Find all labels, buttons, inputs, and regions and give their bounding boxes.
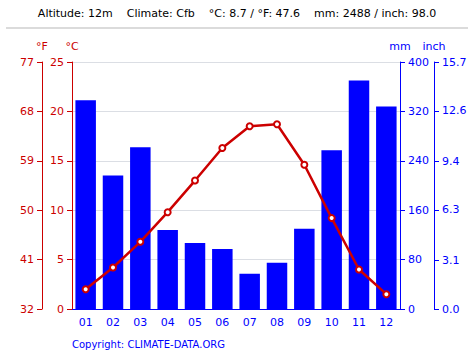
svg-text:20: 20 xyxy=(50,105,64,118)
svg-text:01: 01 xyxy=(79,316,93,329)
svg-text:10: 10 xyxy=(325,316,339,329)
svg-text:320: 320 xyxy=(408,105,429,118)
svg-text:0: 0 xyxy=(408,303,415,316)
svg-text:80: 80 xyxy=(408,253,422,266)
svg-text:50: 50 xyxy=(20,204,34,217)
svg-text:25: 25 xyxy=(50,56,64,69)
svg-text:mm: 2488 / inch: 98.0: mm: 2488 / inch: 98.0 xyxy=(314,7,436,20)
svg-text:240: 240 xyxy=(408,154,429,167)
svg-text:Climate: Cfb: Climate: Cfb xyxy=(127,7,195,20)
svg-text:12.6: 12.6 xyxy=(442,104,467,117)
svg-text:0: 0 xyxy=(57,303,64,316)
svg-text:07: 07 xyxy=(243,316,257,329)
svg-text:02: 02 xyxy=(106,316,120,329)
svg-text:77: 77 xyxy=(20,56,34,69)
svg-text:03: 03 xyxy=(133,316,147,329)
svg-text:32: 32 xyxy=(20,303,34,316)
svg-text:59: 59 xyxy=(20,154,34,167)
svg-text:°C: °C xyxy=(65,40,79,53)
svg-text:11: 11 xyxy=(352,316,366,329)
svg-text:Copyright: CLIMATE-DATA.ORG: Copyright: CLIMATE-DATA.ORG xyxy=(72,339,225,350)
svg-text:inch: inch xyxy=(422,40,445,53)
svg-text:5: 5 xyxy=(57,253,64,266)
svg-text:08: 08 xyxy=(270,316,284,329)
svg-text:12: 12 xyxy=(379,316,393,329)
svg-text:°F: °F xyxy=(36,40,48,53)
svg-text:04: 04 xyxy=(161,316,175,329)
svg-text:Altitude: 12m: Altitude: 12m xyxy=(38,7,113,20)
svg-text:6.3: 6.3 xyxy=(442,203,460,216)
svg-text:0.0: 0.0 xyxy=(442,303,460,316)
svg-text:3.1: 3.1 xyxy=(442,254,460,267)
svg-text:10: 10 xyxy=(50,204,64,217)
svg-text:41: 41 xyxy=(20,253,34,266)
svg-text:400: 400 xyxy=(408,56,429,69)
svg-text:°C: 8.7 / °F: 47.6: °C: 8.7 / °F: 47.6 xyxy=(209,7,300,20)
svg-text:06: 06 xyxy=(215,316,229,329)
svg-text:09: 09 xyxy=(297,316,311,329)
svg-text:05: 05 xyxy=(188,316,202,329)
svg-text:15: 15 xyxy=(50,154,64,167)
svg-text:68: 68 xyxy=(20,105,34,118)
svg-text:9.4: 9.4 xyxy=(442,155,460,168)
svg-text:15.7: 15.7 xyxy=(442,56,467,69)
svg-text:mm: mm xyxy=(389,40,410,53)
svg-text:160: 160 xyxy=(408,204,429,217)
